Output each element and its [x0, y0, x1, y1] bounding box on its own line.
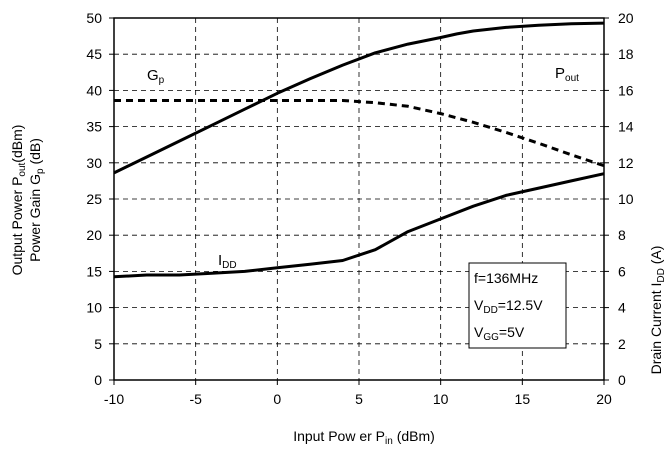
y-right-axis-title: Drain Current IDD (A): [648, 246, 667, 375]
y-right-tick-label: 4: [618, 300, 626, 316]
y-right-tick-label: 2: [618, 336, 626, 352]
series-line-pout: [113, 21, 605, 175]
x-axis-title: Input Pow er Pin (dBm): [293, 428, 435, 447]
series-label-idd: IDD: [218, 252, 237, 271]
y-left-tick-label: 35: [86, 119, 102, 135]
x-tick-labels: -10 -5 0 5 10 15 20: [104, 380, 612, 407]
y-right-tick-label: 10: [618, 191, 634, 207]
annotation-vgg: VGG=5V: [474, 324, 525, 343]
annotation-box: [468, 262, 567, 349]
series-label-gp: Gp: [147, 67, 165, 86]
series-label-pout: Pout: [555, 65, 579, 84]
y-left-axis-title-line1: Output Power Pout(dBm): [9, 125, 28, 276]
x-tick-label: 20: [596, 391, 612, 407]
y-left-tick-label: 45: [86, 46, 102, 62]
y-left-tick-labels: 0 5 10 15 20 25 30 35 40 45 50: [86, 10, 114, 388]
conditions-annotation: f=136MHz VDD=12.5V VGG=5V: [468, 262, 567, 349]
y-right-tick-label: 6: [618, 263, 626, 279]
y-left-tick-label: 20: [86, 227, 102, 243]
y-left-tick-label: 50: [86, 10, 102, 26]
annotation-vdd: VDD=12.5V: [474, 297, 543, 316]
y-left-tick-label: 30: [86, 155, 102, 171]
x-tick-label: 10: [433, 391, 449, 407]
y-left-tick-label: 15: [86, 263, 102, 279]
y-right-tick-label: 16: [618, 82, 634, 98]
y-left-axis-title-line2: Power Gain Gp (dB): [27, 138, 46, 262]
x-tick-label: -5: [189, 391, 202, 407]
x-tick-label: 0: [273, 391, 281, 407]
x-tick-label: -10: [104, 391, 124, 407]
y-left-tick-label: 0: [94, 372, 102, 388]
y-right-tick-label: 20: [618, 10, 634, 26]
y-right-tick-label: 14: [618, 119, 634, 135]
annotation-frequency: f=136MHz: [474, 270, 538, 286]
y-left-tick-label: 5: [94, 336, 102, 352]
y-left-tick-label: 25: [86, 191, 102, 207]
y-left-tick-label: 40: [86, 82, 102, 98]
series-line-idd: [113, 172, 605, 279]
y-right-tick-label: 12: [618, 155, 634, 171]
y-left-tick-label: 10: [86, 300, 102, 316]
y-right-tick-label: 18: [618, 46, 634, 62]
series-layer: [113, 21, 605, 279]
y-right-tick-label: 0: [618, 372, 626, 388]
y-right-tick-labels: 0 2 4 6 8 10 12 14 16 18 20: [604, 10, 634, 388]
x-tick-label: 5: [355, 391, 363, 407]
series-line-gp: [114, 99, 605, 168]
y-right-tick-label: 8: [618, 227, 626, 243]
x-tick-label: 15: [515, 391, 531, 407]
